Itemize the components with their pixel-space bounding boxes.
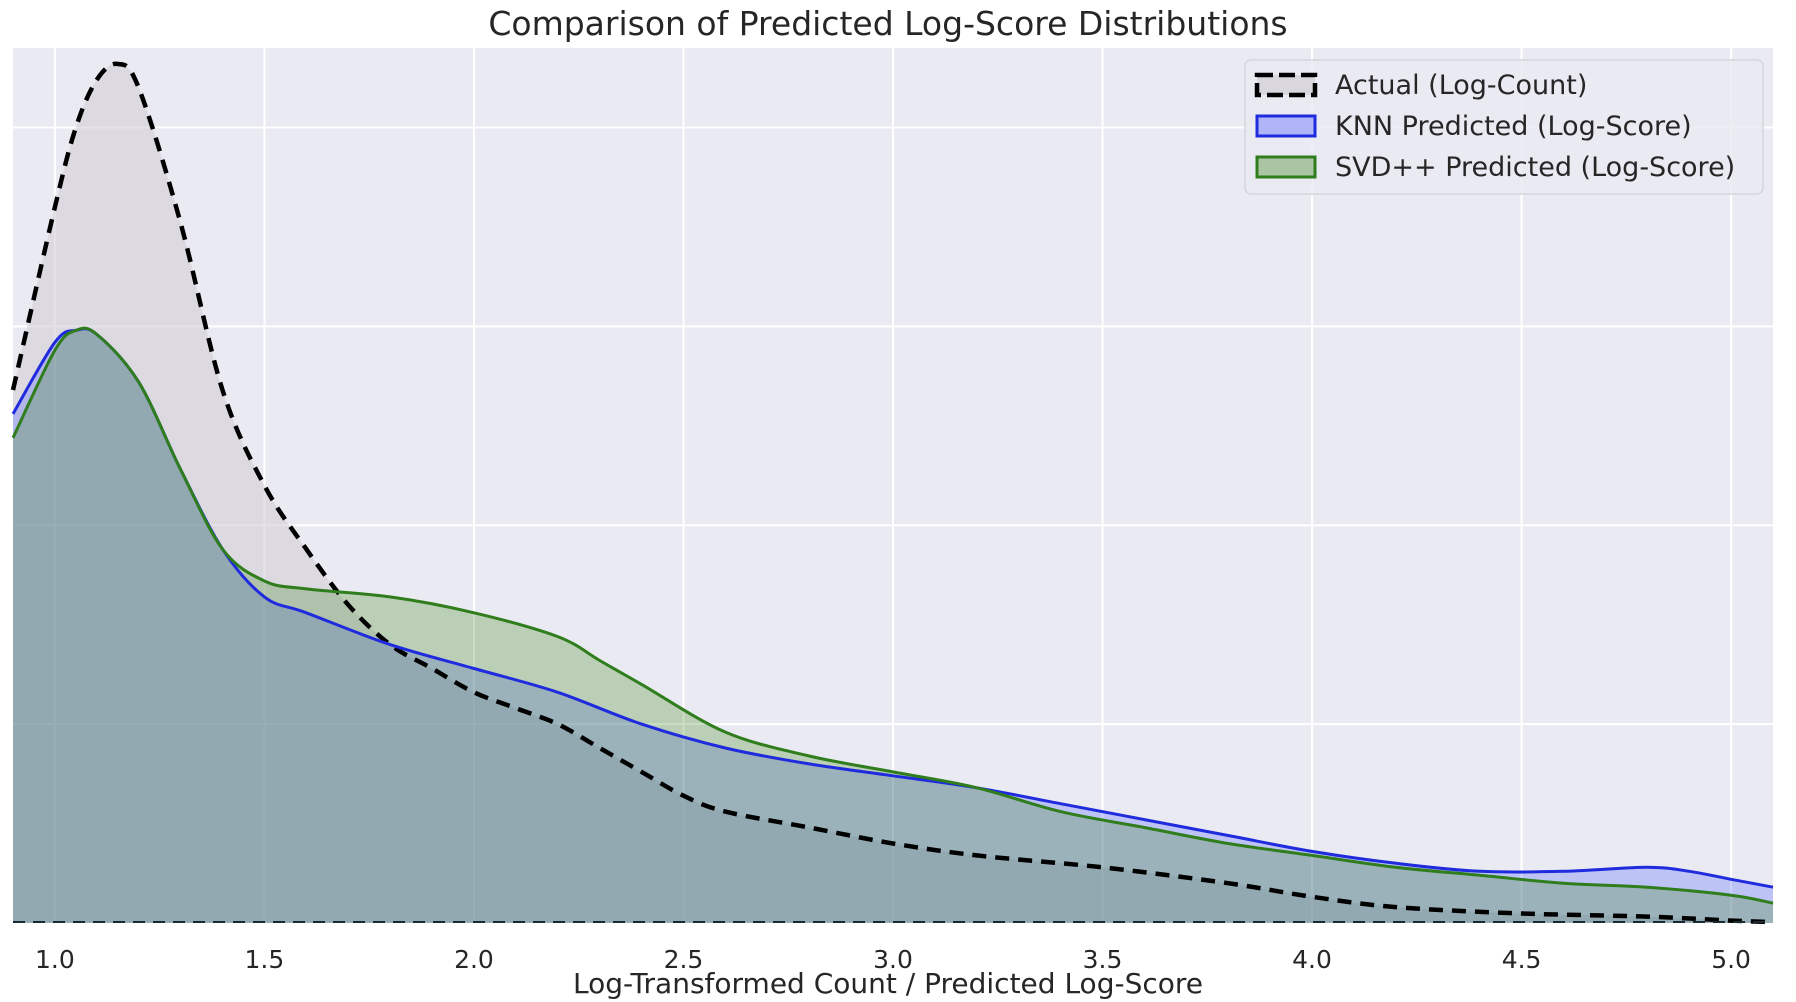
x-tick-label: 3.0: [873, 945, 913, 974]
x-tick-label: 1.5: [245, 945, 285, 974]
knn-legend-swatch: [1255, 114, 1317, 138]
x-tick-label: 4.5: [1502, 945, 1542, 974]
x-tick-label: 1.0: [35, 945, 75, 974]
actual-legend-swatch: [1254, 72, 1318, 98]
chart-title: Comparison of Predicted Log-Score Distri…: [488, 4, 1287, 43]
svd-line: [11, 326, 1774, 905]
x-tick-label: 2.0: [454, 945, 494, 974]
svd-legend-swatch: [1255, 155, 1317, 179]
x-tick-label: 3.5: [1083, 945, 1123, 974]
x-tick-label: 5.0: [1711, 945, 1751, 974]
legend-box: [1244, 59, 1764, 195]
legend: Actual (Log-Count) KNN Predicted (Log-Sco…: [1244, 59, 1764, 195]
actual-line: [10, 61, 1774, 925]
actual-legend-label: Actual (Log-Count): [1335, 70, 1587, 101]
svd-legend-label: SVD++ Predicted (Log-Score): [1335, 152, 1735, 183]
x-tick-label: 4.0: [1292, 945, 1332, 974]
x-tick-labels: 1.0 1.5 2.0 2.5 3.0 3.5 4.0 4.5 5.0: [35, 945, 1751, 974]
svd-area: [13, 328, 1773, 924]
x-tick-label: 2.5: [664, 945, 704, 974]
series-fills: [13, 63, 1773, 924]
knn-area: [13, 328, 1773, 923]
series-lines: [10, 61, 1774, 925]
knn-legend-label: KNN Predicted (Log-Score): [1335, 111, 1692, 142]
actual-area: [13, 63, 1773, 924]
x-axis-label: Log-Transformed Count / Predicted Log-Sc…: [573, 967, 1203, 1000]
